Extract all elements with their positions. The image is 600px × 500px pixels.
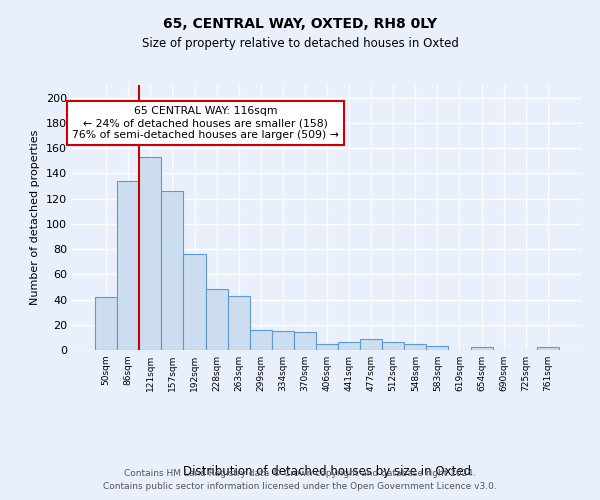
- Bar: [294, 332, 316, 350]
- Bar: [427, 346, 448, 350]
- Text: Contains HM Land Registry data © Crown copyright and database right 2024.
Contai: Contains HM Land Registry data © Crown c…: [103, 470, 497, 491]
- Bar: [95, 297, 117, 350]
- Bar: [360, 338, 382, 350]
- Bar: [117, 181, 139, 350]
- Bar: [470, 348, 493, 350]
- Text: Distribution of detached houses by size in Oxted: Distribution of detached houses by size …: [183, 464, 471, 477]
- Bar: [404, 344, 427, 350]
- Bar: [316, 344, 338, 350]
- Bar: [161, 191, 184, 350]
- Bar: [338, 342, 360, 350]
- Y-axis label: Number of detached properties: Number of detached properties: [31, 130, 40, 305]
- Text: 65, CENTRAL WAY, OXTED, RH8 0LY: 65, CENTRAL WAY, OXTED, RH8 0LY: [163, 18, 437, 32]
- Bar: [537, 348, 559, 350]
- Bar: [206, 290, 227, 350]
- Text: 65 CENTRAL WAY: 116sqm
← 24% of detached houses are smaller (158)
76% of semi-de: 65 CENTRAL WAY: 116sqm ← 24% of detached…: [72, 106, 339, 140]
- Text: Size of property relative to detached houses in Oxted: Size of property relative to detached ho…: [142, 38, 458, 51]
- Bar: [139, 157, 161, 350]
- Bar: [272, 331, 294, 350]
- Bar: [227, 296, 250, 350]
- Bar: [250, 330, 272, 350]
- Bar: [184, 254, 206, 350]
- Bar: [382, 342, 404, 350]
